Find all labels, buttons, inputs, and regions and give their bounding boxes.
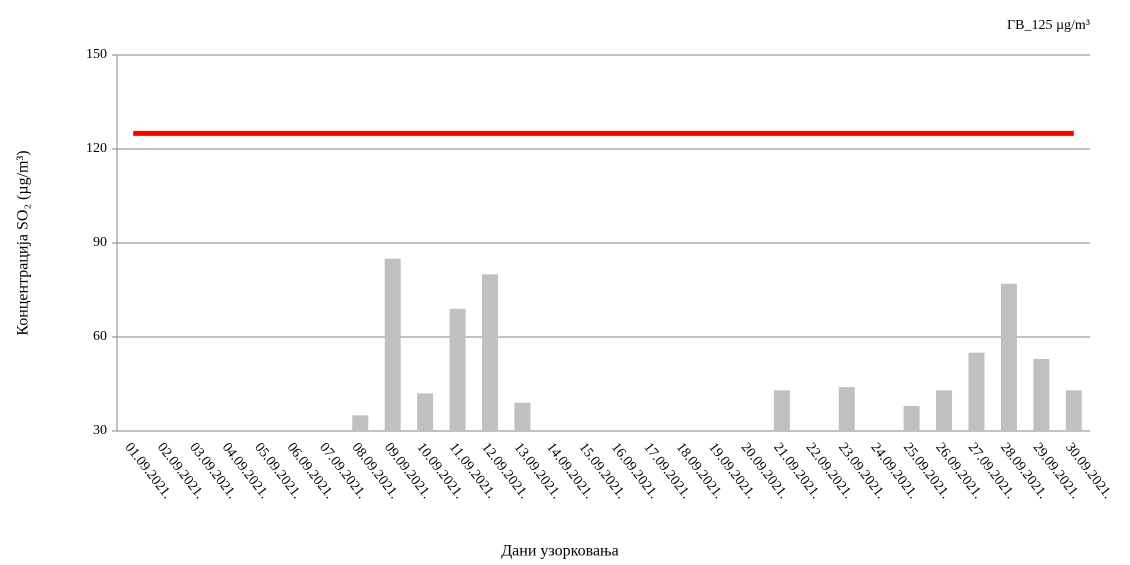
y-tick-label: 90 [93,235,107,250]
bar [1033,358,1050,431]
bar [838,387,855,431]
bar [968,352,985,431]
bar [352,415,369,431]
y-tick-label: 120 [86,141,107,156]
y-tick-label: 60 [93,329,107,344]
bar [384,258,401,431]
y-tick-label: 150 [86,47,107,62]
limit-label: ГВ_125 µg/m³ [1007,18,1090,33]
bar [773,390,790,431]
bar [936,390,953,431]
bar [417,393,434,431]
bar [903,405,920,431]
bar [481,274,498,431]
bar [514,402,531,431]
y-axis-label: Концентрација SO₂ (µg/m³) [15,150,32,335]
bar [1065,390,1082,431]
bar [1000,283,1017,431]
x-axis-label: Дани узорковања [501,543,618,560]
y-tick-label: 30 [93,423,107,438]
bar [449,308,466,431]
